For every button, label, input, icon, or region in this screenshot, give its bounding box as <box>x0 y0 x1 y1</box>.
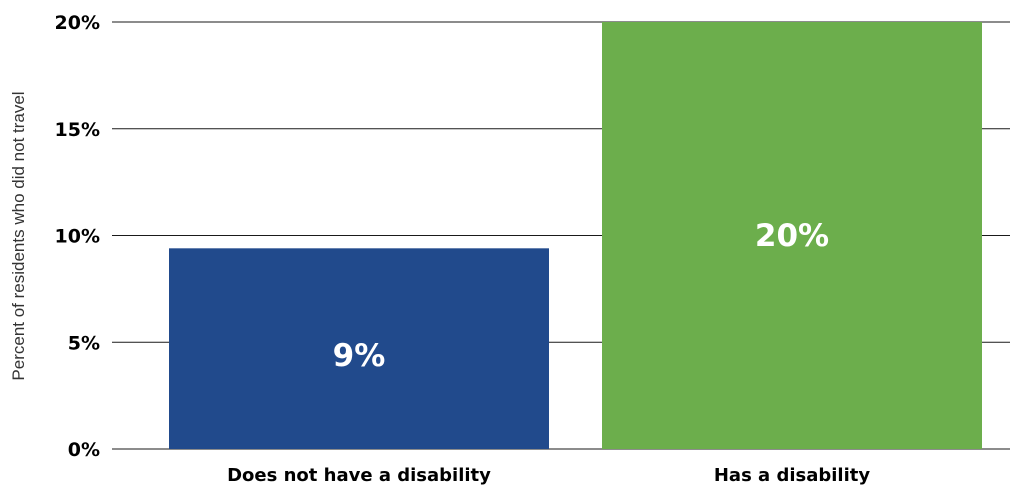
category-label: Has a disability <box>714 465 871 486</box>
y-tick-label: 20% <box>55 12 100 34</box>
y-axis-title: Percent of residents who did not travel <box>9 91 28 380</box>
y-tick-label: 15% <box>55 119 100 141</box>
bar-has-disability <box>602 22 982 449</box>
y-tick-label: 10% <box>55 226 100 248</box>
y-tick-label: 0% <box>68 439 100 461</box>
y-tick-labels: 0% 5% 10% 15% 20% <box>55 12 100 461</box>
bars <box>169 22 982 449</box>
y-tick-label: 5% <box>68 332 100 354</box>
category-labels: Does not have a disability Has a disabili… <box>227 465 870 486</box>
data-labels: 9% 20% <box>333 218 829 374</box>
data-label: 9% <box>333 338 386 374</box>
data-label: 20% <box>755 218 829 254</box>
category-label: Does not have a disability <box>227 465 491 486</box>
bar-no-disability <box>169 248 549 449</box>
